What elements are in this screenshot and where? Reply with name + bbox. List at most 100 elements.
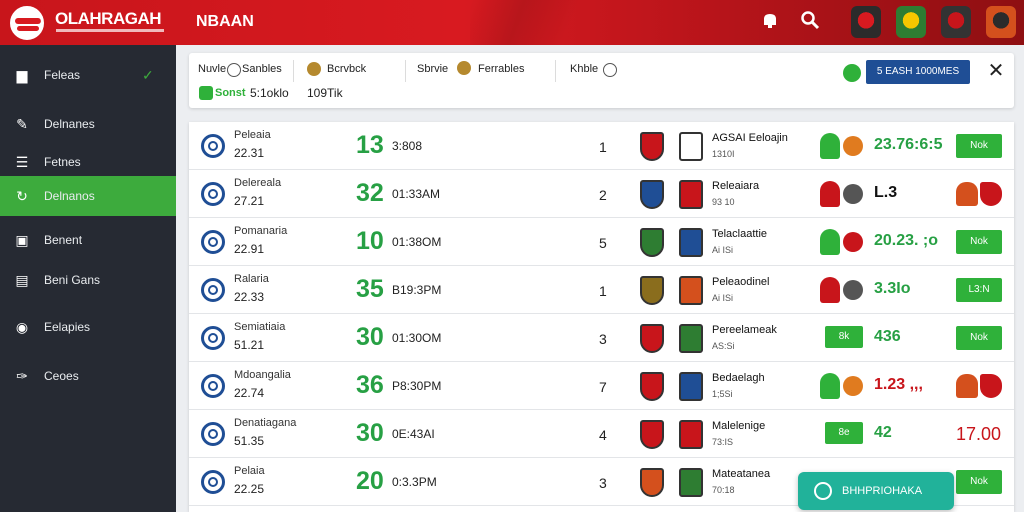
league-icon — [201, 134, 225, 158]
sidebar-item-feleas[interactable]: ▆ Feleas ✓ — [0, 55, 176, 95]
divider — [555, 60, 556, 82]
filter-dropdown[interactable]: Ferrables — [478, 63, 525, 75]
bet-button[interactable]: Nok — [956, 134, 1002, 158]
team-meta: AS:Si — [712, 341, 735, 351]
sidebar-item-label: Benent — [44, 233, 83, 247]
sidebar-item-eelapies[interactable]: ◉ Eelapies — [0, 307, 176, 347]
club-crest-icon[interactable] — [851, 6, 881, 38]
team-name[interactable]: Mateatanea — [712, 468, 771, 480]
league-icon — [201, 374, 225, 398]
search-icon[interactable] — [603, 63, 617, 77]
match-score: 36 — [356, 371, 384, 399]
sidebar-item-delnanos[interactable]: ↻ Delnanos — [0, 176, 176, 216]
sidebar-item-fetnes[interactable]: ☰ Fetnes — [0, 142, 176, 182]
player-icon[interactable] — [956, 374, 978, 398]
action-button[interactable]: 5 EASH 1000MES — [866, 60, 970, 84]
quick-bet-button[interactable]: 8e — [825, 422, 863, 444]
matches-table: Peleaia 22.31 13 3:808 1 AGSAI Eeloajin 1310I 2… — [189, 122, 1014, 512]
floating-action-button[interactable]: BHHPRIOHAKA — [798, 472, 954, 510]
match-time: 01:38OM — [392, 235, 442, 249]
table-row[interactable]: Mdoangalia 22.74 36 P8:30PM 7 Bedaelagh 1;5Si 1… — [189, 362, 1014, 410]
player-icon[interactable] — [956, 182, 978, 206]
alert-icon[interactable] — [980, 182, 1002, 206]
match-rank: 2 — [599, 187, 607, 203]
player-icon — [820, 133, 840, 159]
sidebar-item-label: Fetnes — [44, 155, 81, 169]
match-odds: 436 — [874, 328, 901, 345]
team-name[interactable]: Telaclaattie — [712, 228, 768, 240]
divider — [405, 60, 406, 82]
match-time: 01:33AM — [392, 187, 441, 201]
filter-bar: Nuvle Sanbles Bcrvbck Sbrvie Ferrables K… — [189, 53, 1014, 108]
team-meta: 1;5Si — [712, 389, 733, 399]
home-team-crest-icon — [640, 372, 664, 401]
table-row[interactable]: Pelaia 22.25 20 0:3.3PM 3 Mateatanea 70:18 Nok — [189, 458, 1014, 506]
match-odds: 20.23. ;o — [874, 232, 939, 249]
search-icon[interactable] — [798, 10, 822, 34]
sidebar-item-label: Ceoes — [44, 369, 79, 383]
highlight-odds: 17.00 — [956, 424, 1002, 444]
filter-dropdown[interactable]: Bcrvbck — [327, 63, 367, 75]
team-name[interactable]: Bedaelagh — [712, 372, 765, 384]
table-row[interactable]: Ralaria 22.33 35 B19:3PM 1 Peleaodinel Ai ISi 3… — [189, 266, 1014, 314]
sidebar-item-benent[interactable]: ▣ Benent — [0, 220, 176, 260]
team-name[interactable]: Releaiara — [712, 180, 760, 192]
match-odds: 42 — [874, 424, 892, 441]
away-team-crest-icon — [679, 276, 703, 305]
alert-icon[interactable] — [980, 374, 1002, 398]
team-name[interactable]: Peleaodinel — [712, 276, 770, 288]
ball-icon — [843, 280, 863, 300]
bet-button[interactable]: Nok — [956, 230, 1002, 254]
circle-icon: ◉ — [15, 319, 29, 335]
sort-label[interactable]: Sonst — [215, 87, 246, 99]
club-crest-icon[interactable] — [941, 6, 971, 38]
team-name[interactable]: Pereelameak — [712, 324, 777, 336]
team-meta: Ai ISi — [712, 245, 734, 255]
team-name[interactable]: Malelenige — [712, 420, 766, 432]
sidebar-item-ceoes[interactable]: ✑ Ceoes — [0, 356, 176, 396]
bet-button[interactable]: Nok — [956, 470, 1002, 494]
filter-dropdown[interactable]: Sanbles — [242, 63, 282, 75]
bet-button[interactable]: L3:N — [956, 278, 1002, 302]
ball-icon — [843, 232, 863, 252]
quick-bet-button[interactable]: 8k — [825, 326, 863, 348]
league-name: Mdoangalia — [234, 369, 291, 381]
club-crest-icon[interactable] — [986, 6, 1016, 38]
home-team-crest-icon — [640, 276, 664, 305]
table-row[interactable]: Pomanaria 22.91 10 01:38OM 5 Telaclaattie Ai I… — [189, 218, 1014, 266]
table-row[interactable]: Denatiagana 51.35 30 0E:43AI 4 Malelenige 73:I… — [189, 410, 1014, 458]
team-meta: Ai ISi — [712, 293, 734, 303]
league-icon — [201, 470, 225, 494]
brand-logo-icon[interactable] — [10, 6, 44, 40]
league-icon — [201, 182, 225, 206]
match-score: 13 — [356, 131, 384, 159]
sidebar-item-label: Feleas — [44, 68, 81, 82]
match-time: 3:808 — [392, 139, 423, 153]
table-row[interactable]: Semiatiaia 51.21 30 01:30OM 3 Pereelameak AS:S… — [189, 314, 1014, 362]
match-score: 10 — [356, 227, 384, 255]
notification-icon[interactable] — [758, 10, 782, 34]
document-icon: ▤ — [15, 272, 29, 288]
club-crest-icon[interactable] — [896, 6, 926, 38]
close-icon[interactable]: ✕ — [987, 60, 1005, 82]
team-meta: 70:18 — [712, 485, 735, 495]
league-name: Delereala — [234, 177, 282, 189]
home-team-crest-icon — [640, 180, 664, 209]
league-name: Pomanaria — [234, 225, 288, 237]
away-team-crest-icon — [679, 468, 703, 497]
live-icon[interactable] — [843, 64, 861, 82]
table-row[interactable]: Peleaia 22.31 13 3:808 1 AGSAI Eeloajin 1310I 2… — [189, 122, 1014, 170]
ball-icon — [843, 184, 863, 204]
match-score: 20 — [356, 467, 384, 495]
sidebar-item-delnanes[interactable]: ✎ Delnanes — [0, 104, 176, 144]
away-team-crest-icon — [679, 324, 703, 353]
team-name[interactable]: AGSAI Eeloajin — [712, 132, 788, 144]
away-team-crest-icon — [679, 372, 703, 401]
bet-button[interactable]: Nok — [956, 326, 1002, 350]
table-row[interactable]: Delereala 27.21 32 01:33AM 2 Releaiara 93 10 L.… — [189, 170, 1014, 218]
match-rank: 3 — [599, 475, 607, 491]
sidebar-item-label: Eelapies — [44, 320, 91, 334]
match-rank: 7 — [599, 379, 607, 395]
sidebar-item-beni-gans[interactable]: ▤ Beni Gans — [0, 260, 176, 300]
match-rank: 1 — [599, 283, 607, 299]
